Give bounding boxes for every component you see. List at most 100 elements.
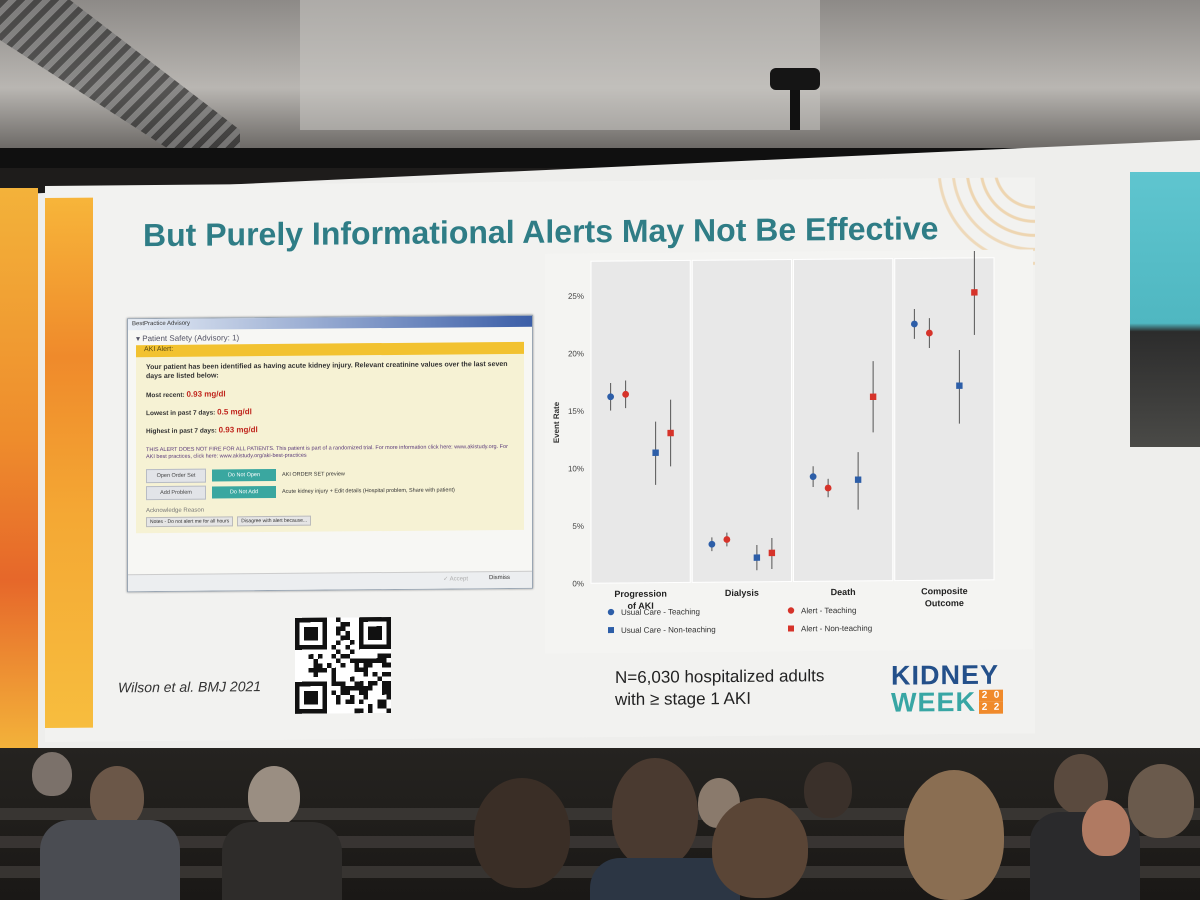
qr-module [377,699,382,704]
qr-module [313,672,318,678]
most-recent-label: Most recent: [146,391,185,400]
qr-module [336,617,341,623]
facet-panel [590,259,691,584]
qr-module [340,635,346,641]
qr-module [381,690,387,695]
do-not-open-button[interactable]: Do Not Open [212,468,276,482]
lowest-line: Lowest in past 7 days: 0.5 mg/dl [146,405,514,417]
data-point [854,476,862,483]
data-point [708,540,716,548]
right-side-monitor [1130,172,1200,447]
logo-year-digit: 2 [979,701,991,714]
data-point [768,549,776,557]
qr-module [313,663,318,668]
y-tick-label: 20% [568,349,584,358]
advisory-footer: ✓ Accept Dismiss [128,570,532,592]
qr-module [331,644,337,650]
slide-accent-bar [45,197,93,728]
data-point [956,382,963,389]
qr-module [359,681,364,686]
audience-head [1128,764,1194,838]
qr-module [359,685,364,691]
order-set-row: Open Order Set Do Not Open AKI ORDER SET… [146,466,514,484]
left-side-banner [0,188,38,748]
qr-finder-core [304,626,318,641]
qr-module [336,626,341,632]
qr-module [368,662,373,668]
qr-module [340,690,346,696]
qr-module [336,640,341,645]
y-tick-label: 15% [568,407,584,416]
qr-module [345,635,350,641]
audience-head [1082,800,1130,856]
most-recent-value: 0.93 mg/dl [186,389,226,399]
advisory-section-label: Patient Safety (Advisory: 1) [142,333,240,344]
qr-module [349,658,355,664]
qr-module [349,695,355,700]
qr-module [386,653,391,659]
qr-module [354,667,359,673]
qr-module [363,658,369,663]
highest-line: Highest in past 7 days: 0.93 mg/dl [146,423,514,435]
qr-module [317,654,323,659]
qr-module [349,685,355,691]
qr-module [331,667,337,673]
camera-mount [790,90,800,130]
logo-week-line: WEEK 2 0 2 2 [891,687,1021,718]
acknowledge-reason-label: Acknowledge Reason [146,507,205,515]
qr-module [331,690,337,696]
data-point [607,393,615,401]
category-label: Progression [614,589,667,599]
highest-value: 0.93 mg/dl [218,425,258,435]
dismiss-button[interactable]: Dismiss [489,574,510,582]
ack-do-not-alert-button[interactable]: Notes - Do not alert me for all hours [146,516,234,528]
camera-body [770,68,820,90]
ack-disagree-button[interactable]: Disagree with alert because... [237,515,312,527]
qr-module [340,621,346,627]
legend-marker [607,608,615,616]
legend-marker [788,625,794,632]
sample-size-note: N=6,030 hospitalized adults with ≥ stage… [615,665,824,711]
qr-module [331,654,337,659]
qr-module [363,672,369,677]
do-not-add-button[interactable]: Do Not Add [212,485,276,499]
qr-module [345,631,350,636]
qr-module [336,695,341,700]
alert-box-header: AKI Alert: [144,345,174,354]
sample-size-line-2: with ≥ stage 1 AKI [615,688,751,710]
ceiling-camera [770,60,820,130]
qr-code[interactable] [295,616,391,714]
qr-module [345,699,350,705]
audience-head [904,770,1004,900]
qr-module [317,667,323,673]
legend-label: Alert - Non-teaching [801,624,872,634]
qr-module [354,681,359,686]
qr-module [345,621,350,627]
qr-module [359,699,364,705]
audience-head [474,778,570,888]
qr-module [336,658,341,664]
qr-module [381,685,387,691]
qr-module [331,681,337,687]
problem-row: Add Problem Do Not Add Acute kidney inju… [146,483,514,501]
qr-module [381,671,387,677]
legend-marker [787,607,795,614]
qr-module [381,703,387,709]
qr-module [354,658,359,664]
qr-module [336,631,341,636]
qr-module [386,685,391,691]
seat-row [0,808,1200,820]
qr-module [372,658,378,663]
facet-panel [793,258,894,582]
open-order-set-button[interactable]: Open Order Set [146,468,206,484]
qr-module [313,658,318,664]
qr-finder-core [368,626,382,641]
qr-module [363,667,369,673]
accept-button[interactable]: ✓ Accept [443,576,468,583]
logo-year-grid: 2 0 2 2 [979,689,1003,714]
add-problem-button[interactable]: Add Problem [146,485,206,501]
qr-module [317,663,323,668]
qr-module [377,658,382,663]
logo-year-digit: 2 [991,701,1003,714]
legend-label: Alert - Teaching [801,606,856,615]
